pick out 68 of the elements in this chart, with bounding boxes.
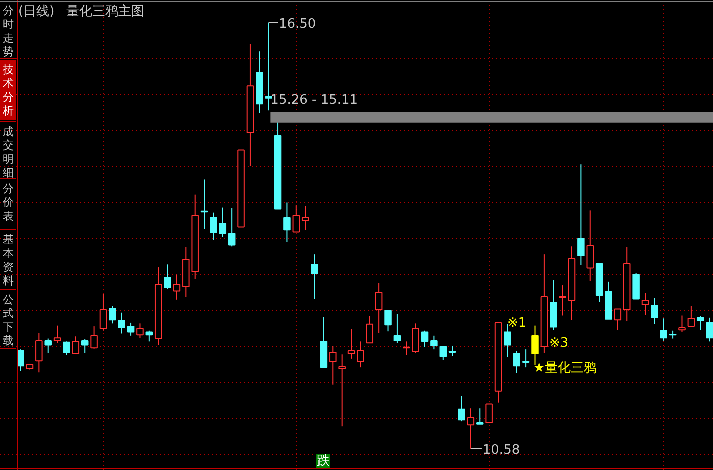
candlestick bbox=[614, 308, 622, 331]
candlestick bbox=[330, 345, 337, 386]
annotation: 16.50 bbox=[278, 16, 316, 32]
candlestick bbox=[81, 339, 89, 354]
candlestick bbox=[219, 207, 227, 238]
annotation: ※1 bbox=[508, 316, 527, 331]
annotation: ※3 bbox=[550, 336, 569, 351]
candlestick bbox=[338, 354, 346, 428]
candlestick bbox=[164, 264, 172, 290]
candlestick bbox=[688, 306, 696, 328]
candlestick bbox=[486, 404, 493, 424]
candlestick bbox=[578, 164, 585, 266]
text: 成交明细 bbox=[3, 126, 14, 180]
candlestick bbox=[430, 335, 438, 350]
candlestick bbox=[651, 298, 658, 325]
candlestick bbox=[311, 254, 318, 300]
candlestick bbox=[109, 306, 116, 324]
candlestick bbox=[522, 349, 530, 368]
candlestick bbox=[467, 408, 475, 450]
candlestick bbox=[210, 212, 218, 241]
candlestick bbox=[302, 206, 310, 231]
chart-title: (日线) bbox=[18, 4, 55, 20]
candlestick bbox=[284, 202, 291, 243]
candlestick bbox=[228, 208, 236, 248]
candlestick bbox=[394, 314, 402, 344]
candlestick bbox=[384, 310, 392, 332]
candlestick bbox=[586, 210, 594, 282]
candlestick bbox=[136, 323, 144, 339]
candlestick bbox=[642, 292, 650, 316]
text: 分时走势 bbox=[3, 4, 14, 58]
candlestick bbox=[678, 315, 686, 333]
candlestick bbox=[366, 316, 374, 344]
text: 技术分析 bbox=[2, 64, 14, 118]
candlestick bbox=[173, 274, 181, 300]
candlestick bbox=[100, 294, 108, 332]
annotation: 跌 bbox=[317, 454, 330, 469]
candlestick bbox=[17, 349, 24, 372]
candlestick bbox=[696, 316, 704, 331]
candlestick bbox=[200, 179, 208, 230]
candlestick bbox=[127, 322, 135, 336]
candlestick bbox=[706, 317, 713, 342]
band-label: 15.26 - 15.11 bbox=[270, 93, 358, 108]
candlestick bbox=[63, 341, 70, 356]
candlestick bbox=[357, 341, 364, 368]
text: 基本资料 bbox=[3, 234, 14, 288]
candlestick bbox=[54, 325, 62, 344]
candlestick bbox=[36, 332, 43, 374]
candlestick bbox=[118, 312, 126, 334]
text: 分价表 bbox=[2, 182, 14, 223]
candlestick bbox=[660, 318, 668, 342]
candlestick bbox=[375, 282, 383, 334]
candlestick bbox=[44, 338, 52, 354]
candlestick bbox=[72, 336, 80, 354]
annotation: ★量化三鸦 bbox=[534, 361, 598, 376]
candlestick bbox=[292, 205, 300, 233]
candlestick bbox=[458, 396, 466, 422]
candlestick bbox=[448, 345, 456, 357]
annotation: 10.58 bbox=[482, 442, 520, 458]
candlestick bbox=[476, 408, 484, 425]
candlestick bbox=[559, 285, 566, 316]
text: 公式下载 bbox=[3, 294, 14, 348]
chart-subtitle: 量化三鸦主图 bbox=[66, 4, 144, 20]
candlestick bbox=[440, 345, 448, 361]
candlestick bbox=[146, 330, 154, 342]
candlestick bbox=[348, 328, 356, 360]
candlestick bbox=[513, 350, 521, 374]
candlestick bbox=[90, 326, 98, 350]
candlestick bbox=[421, 330, 429, 348]
